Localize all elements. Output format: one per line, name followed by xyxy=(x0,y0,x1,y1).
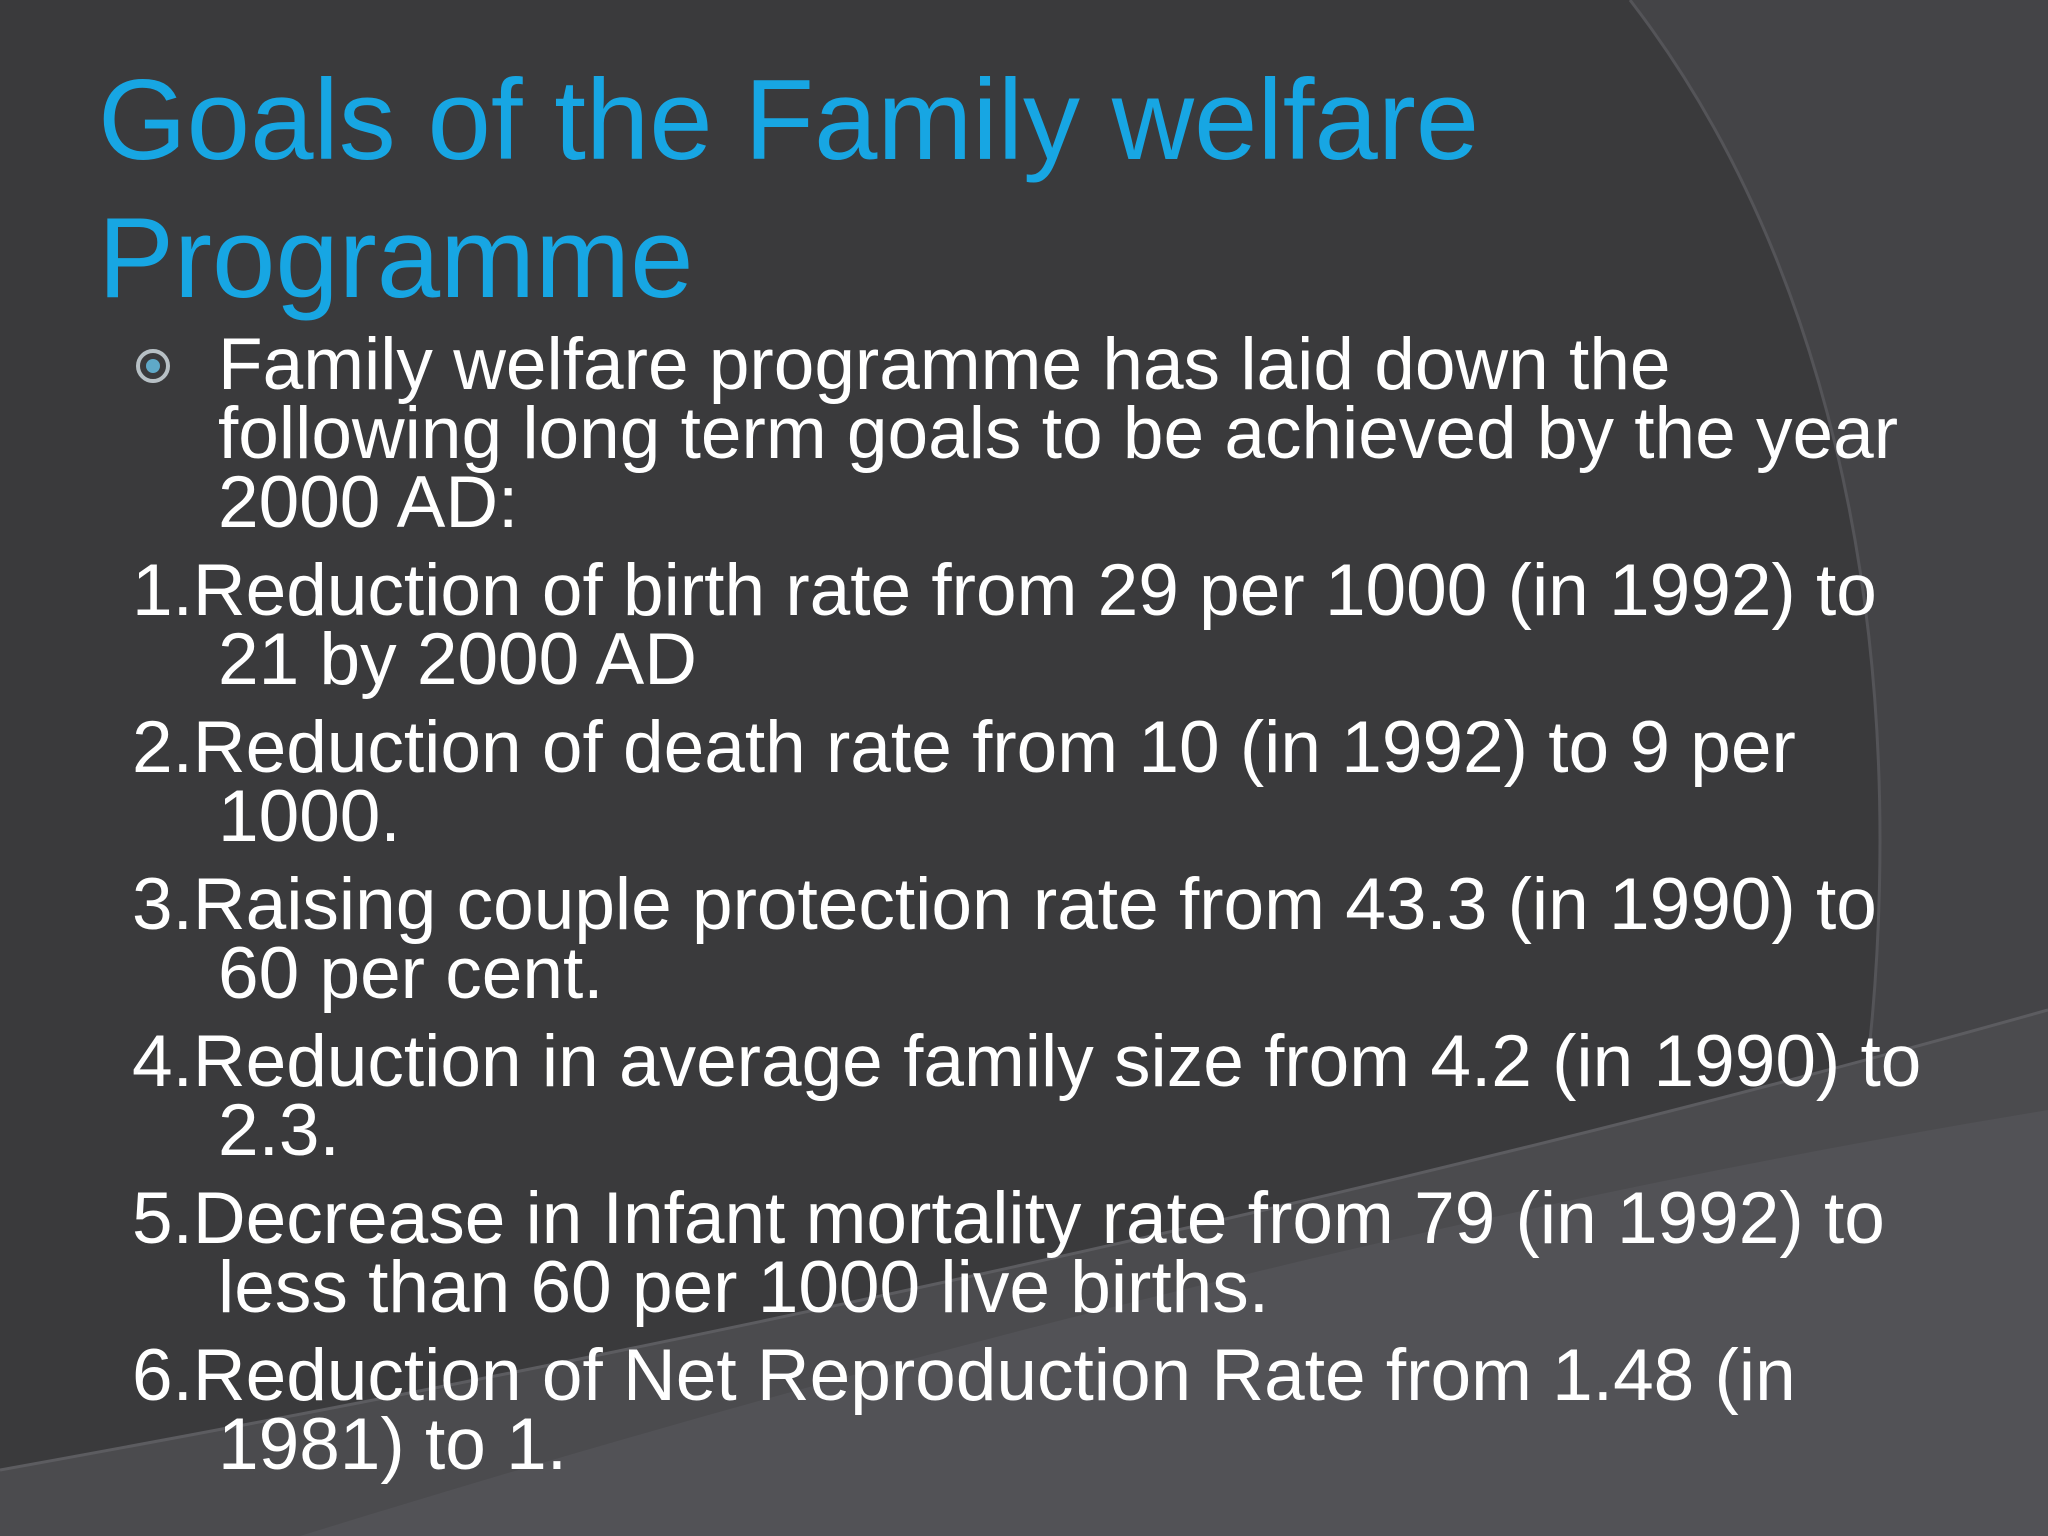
goal-item: 6.Reduction of Net Reproduction Rate fro… xyxy=(132,1335,1796,1485)
goal-item: 3.Raising couple protection rate from 43… xyxy=(132,864,1877,1014)
goal-item: 4.Reduction in average family size from … xyxy=(132,1021,1922,1171)
goal-item: 1.Reduction of birth rate from 29 per 10… xyxy=(132,550,1877,700)
goal-item: 5.Decrease in Infant mortality rate from… xyxy=(132,1178,1885,1328)
goal-item: 2.Reduction of death rate from 10 (in 19… xyxy=(132,707,1796,857)
intro-bullet: Family welfare programme has laid down t… xyxy=(132,328,1952,539)
slide-title: Goals of the Family welfare Programme xyxy=(98,57,1480,322)
intro-text: Family welfare programme has laid down t… xyxy=(218,324,1898,543)
circle-bullet-icon xyxy=(136,349,170,383)
slide-body: Family welfare programme has laid down t… xyxy=(132,328,1952,1498)
